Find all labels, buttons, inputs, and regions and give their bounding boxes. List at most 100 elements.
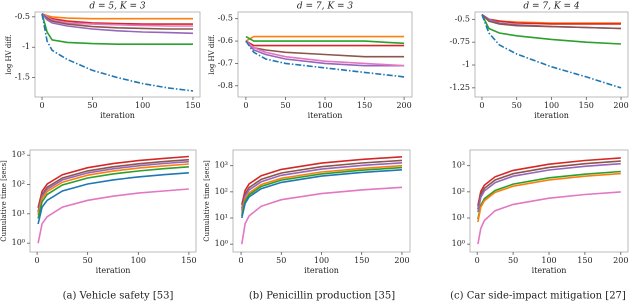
- plot-frame: [232, 149, 411, 253]
- x-tick-label: 50: [276, 256, 286, 265]
- x-axis-label: iteration: [534, 111, 569, 120]
- x-tick-label: 150: [577, 256, 592, 265]
- series-line: [241, 162, 403, 211]
- series-line: [241, 169, 403, 219]
- series-line: [41, 13, 193, 45]
- series-line: [41, 13, 194, 35]
- x-tick-label: 100: [541, 256, 556, 265]
- series-line: [41, 13, 193, 27]
- y-tick-label: 10⁰: [452, 239, 465, 248]
- x-tick-label: 50: [87, 101, 97, 110]
- y-tick-label: 10²: [12, 180, 25, 189]
- series-line: [477, 191, 621, 245]
- x-tick-label: 50: [508, 256, 518, 265]
- series-line: [481, 14, 622, 89]
- x-axis-label: iteration: [308, 111, 343, 120]
- x-tick-label: 50: [512, 101, 522, 110]
- y-axis-label: Cumulative time [secs]: [203, 160, 211, 242]
- series-line: [241, 159, 403, 209]
- x-tick-label: 100: [544, 101, 559, 110]
- x-tick-label: 200: [394, 256, 409, 265]
- x-tick-label: 100: [314, 256, 329, 265]
- y-tick-label: 10³: [215, 161, 228, 170]
- series-line: [241, 166, 403, 217]
- x-tick-label: 150: [185, 101, 200, 110]
- y-tick-label: 10⁰: [12, 238, 25, 247]
- series-line: [477, 172, 621, 223]
- series-line: [477, 160, 621, 210]
- caption: (c) Car side-impact mitigation [27]: [450, 291, 626, 302]
- x-tick-label: 50: [83, 256, 93, 265]
- x-axis-label: iteration: [100, 111, 135, 120]
- chart-title: d = 7, K = 3: [297, 2, 353, 12]
- x-tick-label: 150: [181, 256, 196, 265]
- series-line: [241, 186, 403, 245]
- x-tick-label: 50: [280, 101, 290, 110]
- caption: (a) Vehicle safety [53]: [63, 291, 174, 302]
- series-line: [37, 158, 189, 212]
- x-tick-label: 100: [317, 101, 332, 110]
- y-axis-label: Cumulative time [secs]: [0, 160, 8, 242]
- x-tick-label: 100: [131, 256, 146, 265]
- chart-title: d = 5, K = 3: [89, 2, 145, 12]
- x-tick-label: 100: [135, 101, 150, 110]
- series-line: [41, 13, 193, 20]
- x-tick-label: 200: [613, 101, 628, 110]
- x-axis-label: iteration: [96, 266, 131, 275]
- series-line: [241, 156, 403, 205]
- y-tick-label: 10⁰: [215, 239, 228, 248]
- y-tick-label: -0.6: [218, 36, 233, 45]
- series-line: [245, 40, 405, 58]
- series-line: [481, 14, 622, 45]
- x-tick-label: 0: [35, 256, 40, 265]
- series-line: [41, 13, 193, 30]
- x-tick-label: 0: [39, 101, 44, 110]
- chart-title: d = 7, K = 4: [523, 2, 579, 12]
- x-axis-label: iteration: [532, 266, 567, 275]
- y-tick-label: 10³: [452, 161, 465, 170]
- y-tick-label: -0.5: [455, 14, 470, 23]
- plot-frame: [474, 11, 629, 98]
- series-line: [41, 13, 194, 92]
- series-line: [37, 166, 189, 219]
- x-tick-label: 0: [238, 256, 243, 265]
- series-line: [245, 40, 405, 67]
- y-axis-label: log HV diff.: [208, 34, 216, 74]
- y-tick-label: 10¹: [215, 213, 228, 222]
- series-line: [481, 14, 622, 30]
- series-line: [245, 40, 405, 47]
- y-tick-label: -0.7: [218, 58, 233, 67]
- plot-frame: [29, 149, 197, 253]
- series-line: [477, 170, 621, 220]
- y-tick-label: -0.5: [218, 14, 233, 23]
- y-tick-label: 10¹: [452, 213, 465, 222]
- y-tick-label: 10¹: [12, 209, 25, 218]
- series-line: [477, 157, 621, 207]
- x-tick-label: 200: [396, 101, 411, 110]
- x-tick-label: 0: [479, 101, 484, 110]
- series-line: [37, 155, 189, 208]
- series-line: [245, 40, 405, 78]
- x-tick-label: 0: [243, 101, 248, 110]
- y-tick-label: 10²: [215, 187, 228, 196]
- series-line: [477, 162, 621, 213]
- y-tick-label: 10³: [12, 150, 25, 159]
- y-tick-label: 10²: [452, 187, 465, 196]
- series-line: [37, 172, 189, 225]
- series-line: [37, 160, 189, 213]
- series-line: [37, 163, 189, 216]
- y-tick-label: -0.8: [218, 81, 233, 90]
- series-line: [245, 35, 405, 42]
- x-tick-label: 150: [579, 101, 594, 110]
- series-line: [241, 164, 403, 214]
- y-tick-label: -1.25: [449, 83, 470, 92]
- series-line: [245, 40, 405, 67]
- y-tick-label: -1: [462, 60, 470, 69]
- x-tick-label: 150: [354, 256, 369, 265]
- series-line: [245, 35, 405, 45]
- x-tick-label: 150: [357, 101, 372, 110]
- y-axis-label: log HV diff.: [5, 34, 13, 74]
- x-tick-label: 0: [475, 256, 480, 265]
- x-tick-label: 200: [613, 256, 628, 265]
